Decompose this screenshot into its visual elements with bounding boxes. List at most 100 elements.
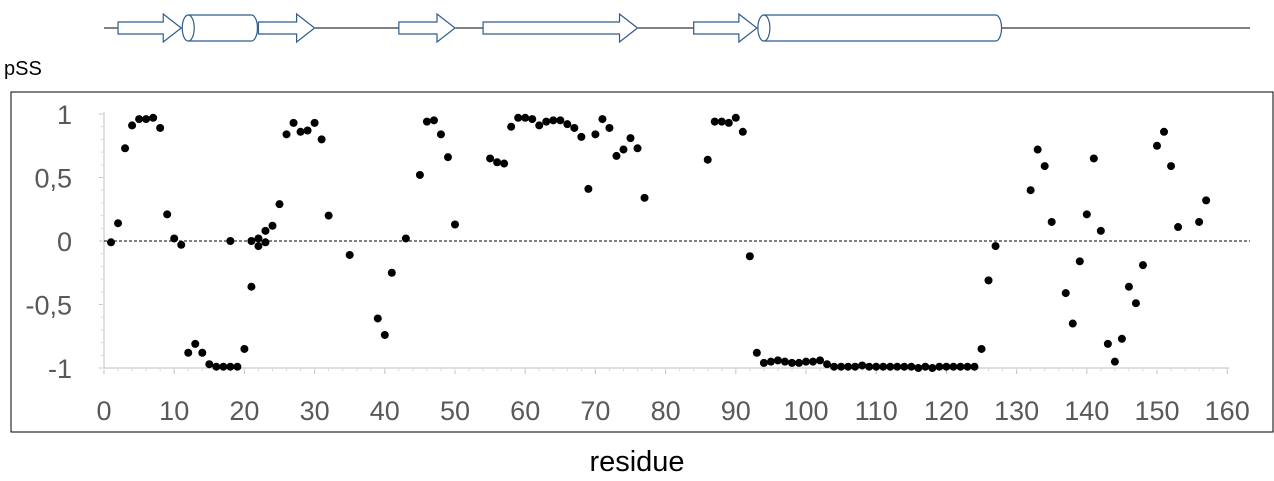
x-tick-label: 80 (651, 396, 681, 426)
data-point (773, 356, 782, 365)
data-point (184, 348, 193, 357)
data-points (107, 113, 1211, 372)
data-point (254, 242, 263, 251)
data-point (549, 116, 558, 125)
data-point (1195, 217, 1204, 226)
data-point (324, 211, 333, 220)
x-tick-label: 100 (783, 396, 828, 426)
axes: 1 0,5 0 -0,5 -1 0 10 20 30 40 50 60 70 80 90 100 110 120 1… (25, 100, 1249, 426)
data-point (542, 117, 551, 126)
y-axis-label: pSS (4, 58, 42, 80)
data-point (1026, 186, 1035, 195)
data-point (759, 358, 768, 367)
data-point (605, 123, 614, 132)
data-point (1103, 339, 1112, 348)
data-point (872, 362, 881, 371)
data-point (598, 115, 607, 124)
data-point (268, 221, 277, 230)
data-point (584, 184, 593, 193)
data-point (633, 144, 642, 153)
data-point (1124, 282, 1133, 291)
data-point (942, 362, 951, 371)
data-point (303, 126, 312, 135)
data-point (247, 282, 256, 291)
data-point (802, 357, 810, 366)
beta-strand-arrow (117, 12, 183, 44)
data-point (212, 362, 221, 371)
data-point (121, 144, 130, 153)
data-point (443, 153, 452, 162)
data-point (640, 193, 649, 202)
data-point (1068, 319, 1077, 328)
data-point (282, 130, 291, 139)
data-point (205, 360, 214, 369)
data-point (914, 364, 923, 372)
data-point (893, 362, 902, 371)
x-tick-label: 20 (229, 396, 259, 426)
data-point (1174, 223, 1183, 232)
data-point (1160, 127, 1169, 136)
data-point (1096, 226, 1105, 235)
data-point (1167, 162, 1176, 171)
y-tick-label: -0,5 (25, 291, 72, 321)
y-tick-label: 1 (57, 100, 72, 130)
data-point (963, 362, 972, 371)
data-point (928, 364, 937, 372)
data-point (556, 116, 565, 125)
helix-start-cap (757, 14, 771, 42)
x-tick-label: 10 (159, 396, 189, 426)
helix-start-cap (181, 14, 195, 42)
data-point (1131, 299, 1140, 308)
data-point (528, 115, 537, 124)
data-point (429, 116, 438, 125)
data-point (626, 134, 635, 143)
data-point (163, 210, 172, 219)
data-point (823, 360, 832, 369)
data-point (240, 344, 249, 353)
x-tick-label: 30 (300, 396, 330, 426)
x-tick-label: 50 (440, 396, 470, 426)
data-point (422, 117, 431, 126)
data-point (710, 117, 719, 126)
x-tick-label: 40 (370, 396, 400, 426)
beta-strand-arrow (398, 12, 456, 44)
data-point (984, 276, 993, 285)
data-point (1089, 154, 1098, 163)
helix-body (763, 15, 996, 41)
data-point (415, 170, 424, 179)
data-point (766, 357, 775, 366)
beta-strand-arrow (482, 12, 639, 44)
data-point (907, 362, 916, 371)
data-point (991, 242, 1000, 251)
x-tick-label: 110 (855, 396, 898, 426)
data-point (956, 362, 965, 371)
data-point (233, 362, 242, 371)
helix-end-cap (995, 14, 1003, 42)
data-point (977, 344, 986, 353)
data-point (507, 122, 516, 131)
data-point (745, 252, 754, 261)
data-point (226, 362, 235, 371)
data-point (135, 115, 144, 124)
data-point (149, 113, 158, 122)
data-point (514, 113, 523, 122)
data-point (844, 362, 853, 371)
data-point (436, 130, 445, 139)
data-point (310, 118, 319, 127)
helix-end-cap (251, 14, 259, 42)
data-point (296, 127, 305, 136)
data-point (900, 362, 909, 371)
data-point (738, 127, 747, 136)
data-point (970, 362, 979, 371)
x-tick-label: 60 (510, 396, 540, 426)
data-point (521, 113, 530, 122)
data-point (1110, 357, 1119, 366)
data-point (570, 123, 579, 132)
data-point (794, 358, 803, 367)
data-point (1033, 145, 1042, 154)
data-point (935, 362, 944, 371)
beta-strand-arrow (257, 12, 316, 44)
data-point (879, 362, 888, 371)
data-point (486, 154, 495, 163)
